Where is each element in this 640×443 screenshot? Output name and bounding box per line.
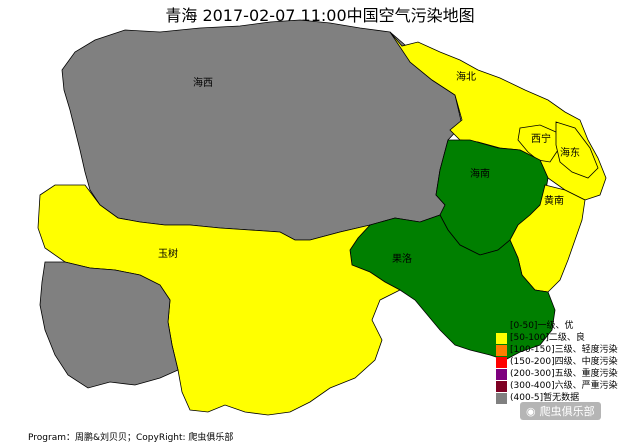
legend-swatch	[496, 380, 507, 392]
legend-item: (200-300]五级、重度污染	[496, 368, 618, 380]
legend-swatch	[496, 356, 507, 368]
watermark-text: 爬虫俱乐部	[539, 405, 595, 418]
legend-item: [50-100]二级、良	[496, 332, 618, 344]
label-haibei: 海北	[456, 70, 476, 83]
legend-swatch	[496, 392, 507, 404]
legend-item: (150-200]四级、中度污染	[496, 356, 618, 368]
legend-label: (150-200]四级、中度污染	[510, 357, 618, 367]
legend-swatch	[496, 344, 507, 356]
legend-item: (300-400]六级、严重污染	[496, 380, 618, 392]
legend-label: [100-150]三级、轻度污染	[510, 345, 618, 355]
footer-credit: Program：周鹏&刘贝贝；CopyRight: 爬虫俱乐部	[28, 433, 234, 443]
watermark: ◉ 爬虫俱乐部	[520, 402, 601, 420]
label-hainan: 海南	[470, 167, 490, 180]
label-xining: 西宁	[531, 132, 551, 145]
legend-label: (300-400]六级、严重污染	[510, 381, 618, 391]
region-west-enclave	[39, 261, 179, 389]
legend-item: (400-5]暂无数据	[496, 392, 618, 404]
label-guoluo: 果洛	[392, 252, 412, 265]
legend-label: [50-100]二级、良	[510, 333, 585, 343]
legend-swatch	[496, 320, 507, 332]
region-haidong	[555, 121, 599, 179]
map-legend: [0-50]一级、优 [50-100]二级、良 [100-150]三级、轻度污染…	[496, 320, 618, 404]
wechat-icon: ◉	[526, 404, 536, 418]
label-yushu: 玉树	[158, 247, 178, 260]
region-haixi	[61, 19, 463, 241]
label-haidong: 海东	[560, 146, 580, 159]
legend-label: (400-5]暂无数据	[510, 393, 580, 403]
label-huangnan: 黄南	[544, 194, 564, 207]
legend-swatch	[496, 332, 507, 344]
map-title: 青海 2017-02-07 11:00中国空气污染地图	[165, 6, 475, 25]
legend-label: [0-50]一级、优	[510, 321, 574, 331]
legend-label: (200-300]五级、重度污染	[510, 369, 618, 379]
legend-swatch	[496, 368, 507, 380]
region-xining	[517, 124, 559, 163]
legend-item: [0-50]一级、优	[496, 320, 618, 332]
legend-item: [100-150]三级、轻度污染	[496, 344, 618, 356]
label-haixi: 海西	[193, 76, 213, 89]
